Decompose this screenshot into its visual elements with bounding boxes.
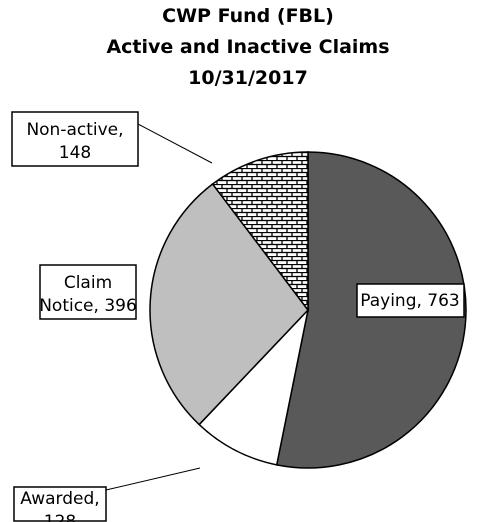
pie-slice	[198, 307, 310, 466]
leader-line	[105, 467, 201, 491]
label-box	[39, 264, 137, 320]
label-box	[356, 283, 465, 318]
pie-slice	[211, 151, 309, 313]
pie-slice	[149, 182, 309, 426]
chart-title: CWP Fund (FBL) Active and Inactive Claims…	[106, 5, 389, 89]
label-box	[13, 486, 107, 522]
leader-line	[137, 123, 213, 164]
data-label: Non-active, 148	[26, 120, 123, 163]
label-box	[11, 111, 139, 167]
data-label: Claim Notice, 396	[39, 273, 137, 316]
data-label: Awarded, 128	[20, 489, 99, 522]
data-label: Paying, 763	[360, 291, 460, 311]
